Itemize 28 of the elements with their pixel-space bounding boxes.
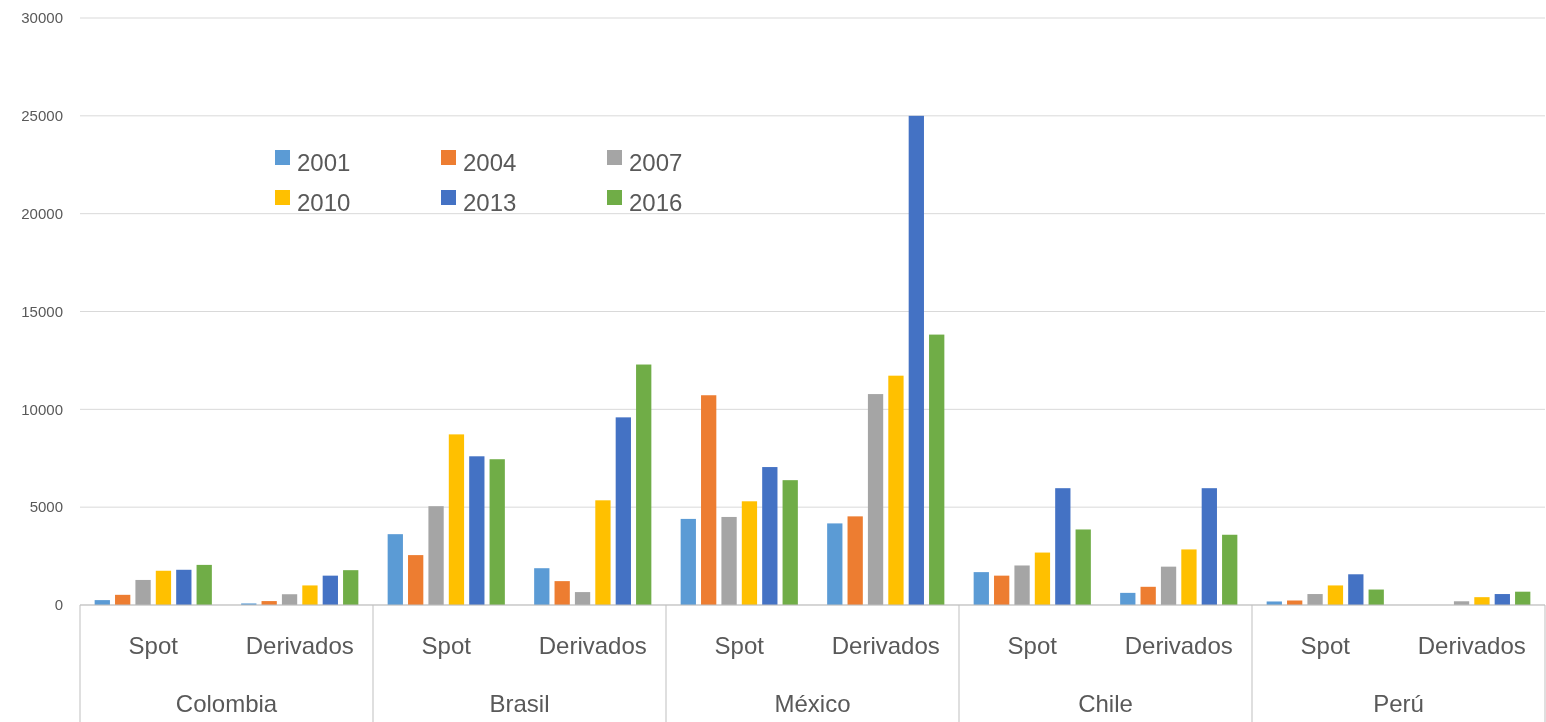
text: México — [774, 690, 851, 717]
x-tick-label: Derivados — [1417, 632, 1526, 659]
text: Perú — [1373, 690, 1424, 717]
legend-label: 2016 — [629, 189, 683, 217]
y-tick-label: 10000 — [21, 400, 63, 418]
legend-label: 2010 — [297, 189, 351, 217]
legend-label: 2013 — [463, 189, 517, 217]
legend-label: 2001 — [297, 149, 351, 177]
x-tick-label: Derivados — [831, 632, 940, 659]
x-tick-label: Derivados — [245, 632, 354, 659]
x-tick-label: Spot — [1007, 632, 1058, 659]
x-tick-label: Spot — [421, 632, 472, 659]
y-tick-label: 5000 — [29, 498, 63, 516]
text: Chile — [1078, 690, 1133, 717]
legend-label: 2004 — [463, 149, 517, 177]
y-tick-label: 30000 — [21, 9, 63, 27]
y-tick-label: 15000 — [21, 302, 63, 320]
x-tick-label: Spot — [714, 632, 765, 659]
legend-label: 2007 — [629, 149, 683, 177]
text: Brasil — [489, 690, 550, 717]
y-tick-label: 0 — [54, 596, 63, 614]
y-tick-label: 20000 — [21, 204, 63, 222]
x-tick-label: Derivados — [1124, 632, 1233, 659]
x-tick-label: Spot — [1300, 632, 1351, 659]
text: Colombia — [175, 690, 278, 717]
y-tick-label: 25000 — [21, 107, 63, 125]
x-tick-label: Spot — [128, 632, 179, 659]
x-tick-label: Derivados — [538, 632, 647, 659]
